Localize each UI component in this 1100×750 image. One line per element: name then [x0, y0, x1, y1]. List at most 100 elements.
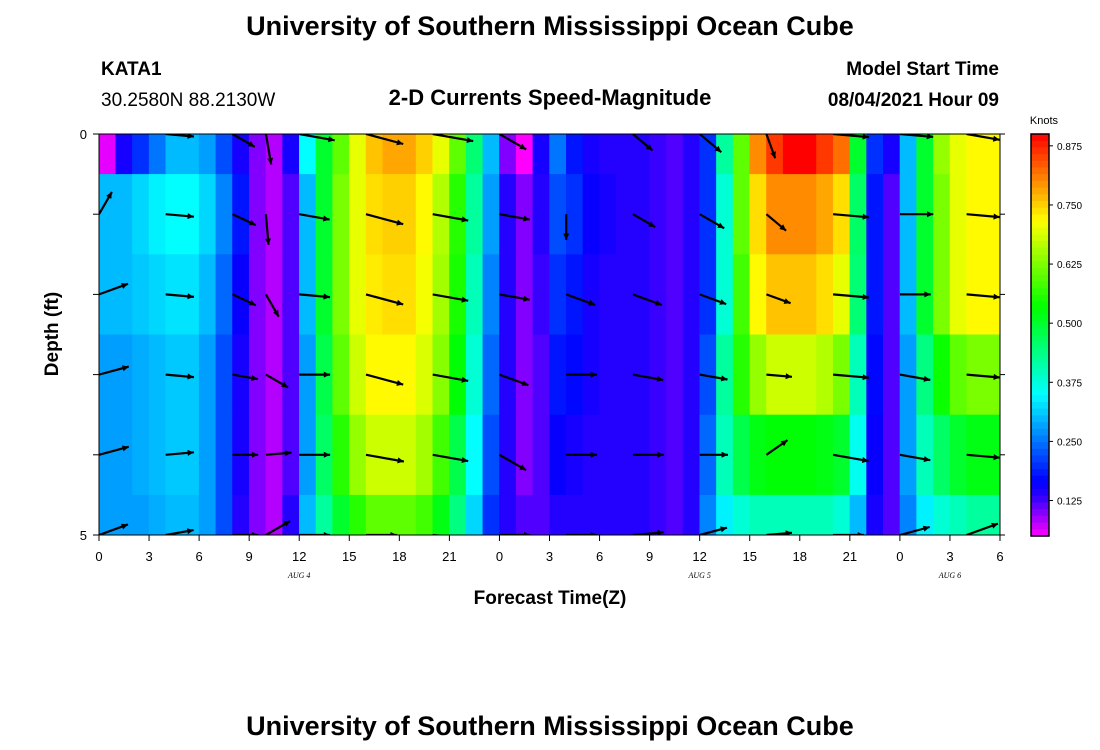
heatmap-cell [332, 134, 350, 175]
speed-heatmap [99, 134, 1000, 535]
heatmap-cell [132, 254, 150, 335]
heatmap-cell [849, 254, 867, 335]
heatmap-cell [616, 334, 634, 416]
heatmap-cell [282, 414, 300, 496]
heatmap-cell [499, 174, 517, 255]
heatmap-cell [565, 134, 584, 175]
colorbar-swatch [1031, 288, 1049, 296]
vector-arrowhead [106, 191, 112, 199]
heatmap-cell [515, 414, 534, 496]
heatmap-cell [883, 254, 901, 335]
heatmap-cell [482, 254, 500, 335]
heatmap-cell [515, 174, 534, 255]
colorbar-swatch [1031, 455, 1049, 463]
heatmap-cell [716, 134, 734, 175]
heatmap-cell [182, 174, 200, 255]
heatmap-cell [265, 134, 283, 175]
vector-arrowhead [121, 445, 129, 452]
heatmap-cell [415, 334, 434, 416]
heatmap-cell [983, 414, 1000, 496]
heatmap-cell [749, 494, 767, 535]
heatmap-cell [883, 174, 901, 255]
x-tick-label: 21 [442, 549, 456, 564]
vector-arrow [365, 373, 404, 386]
vector-arrowhead [396, 139, 404, 146]
heatmap-cell [99, 494, 116, 535]
heatmap-cell [349, 414, 367, 496]
colorbar-swatch [1031, 154, 1049, 162]
chart-subtitle: 2-D Currents Speed-Magnitude [389, 85, 712, 110]
heatmap-cell [582, 174, 600, 255]
heatmap-cell [232, 134, 250, 175]
heatmap-cell [983, 134, 1000, 175]
colorbar-swatch [1031, 241, 1049, 249]
heatmap-cell [365, 414, 383, 496]
vector-arrowhead [922, 525, 930, 532]
y-axis-label: Depth (ft) [42, 292, 63, 376]
heatmap-cell [265, 174, 283, 255]
heatmap-cell [198, 134, 217, 175]
colorbar-swatch [1031, 174, 1049, 182]
heatmap-cell [332, 334, 350, 416]
heatmap-cell [382, 254, 400, 335]
colorbar-swatch [1031, 368, 1049, 376]
colorbar-swatch [1031, 361, 1049, 370]
colorbar-swatch [1031, 281, 1049, 289]
heatmap-cell [716, 254, 734, 335]
vector-arrowhead [323, 451, 331, 458]
heatmap-cell [799, 494, 817, 535]
colorbar-swatch [1031, 475, 1049, 483]
heatmap-cell [415, 494, 434, 535]
heatmap-cell [465, 174, 484, 255]
heatmap-cell [849, 134, 867, 175]
heatmap-cell [215, 414, 233, 496]
heatmap-cell [899, 334, 917, 416]
colorbar-swatch [1031, 395, 1049, 403]
vector-arrowhead [770, 151, 776, 159]
vector-arrow [365, 134, 404, 146]
vector-arrowhead [187, 213, 194, 220]
heatmap-cell [315, 174, 333, 255]
heatmap-cell [866, 414, 884, 496]
heatmap-cell [499, 494, 517, 535]
heatmap-cell [115, 254, 133, 335]
colorbar-swatch [1031, 495, 1049, 504]
heatmap-cell [482, 494, 500, 535]
heatmap-cell [599, 334, 617, 416]
heatmap-cell [248, 494, 267, 535]
heatmap-cell [582, 134, 600, 175]
heatmap-cell [215, 254, 233, 335]
colorbar-swatch [1031, 375, 1049, 383]
heatmap-cell [866, 494, 884, 535]
vector-arrowhead [523, 215, 530, 222]
colorbar-swatch [1031, 415, 1049, 423]
heatmap-cell [449, 134, 467, 175]
heatmap-cell [465, 334, 484, 416]
colorbar-swatch [1031, 328, 1049, 336]
vector-arrowhead [523, 295, 530, 302]
heatmap-cell [482, 174, 500, 255]
colorbar-swatch [1031, 247, 1049, 256]
vector-arrowhead [588, 299, 596, 306]
vector-arrowhead [248, 219, 256, 226]
heatmap-cell [432, 134, 450, 175]
heatmap-cell [182, 334, 200, 416]
heatmap-cell [782, 414, 801, 496]
colorbar-swatch [1031, 180, 1049, 189]
heatmap-cell [649, 334, 667, 416]
heatmap-cell [849, 174, 867, 255]
heatmap-cell [432, 254, 450, 335]
vector-arrowhead [519, 143, 527, 150]
heatmap-cell [148, 414, 167, 496]
heatmap-cell [382, 134, 400, 175]
heatmap-cell [515, 334, 534, 416]
heatmap-cell [399, 414, 417, 496]
heatmap-cell [232, 494, 250, 535]
heatmap-cell [382, 494, 400, 535]
heatmap-cell [732, 494, 751, 535]
heatmap-cell [732, 334, 751, 416]
footer-title: University of Southern Mississippi Ocean… [246, 711, 854, 741]
colorbar-swatch [1031, 355, 1049, 363]
heatmap-cell [749, 254, 767, 335]
vector-arrowhead [461, 376, 469, 383]
